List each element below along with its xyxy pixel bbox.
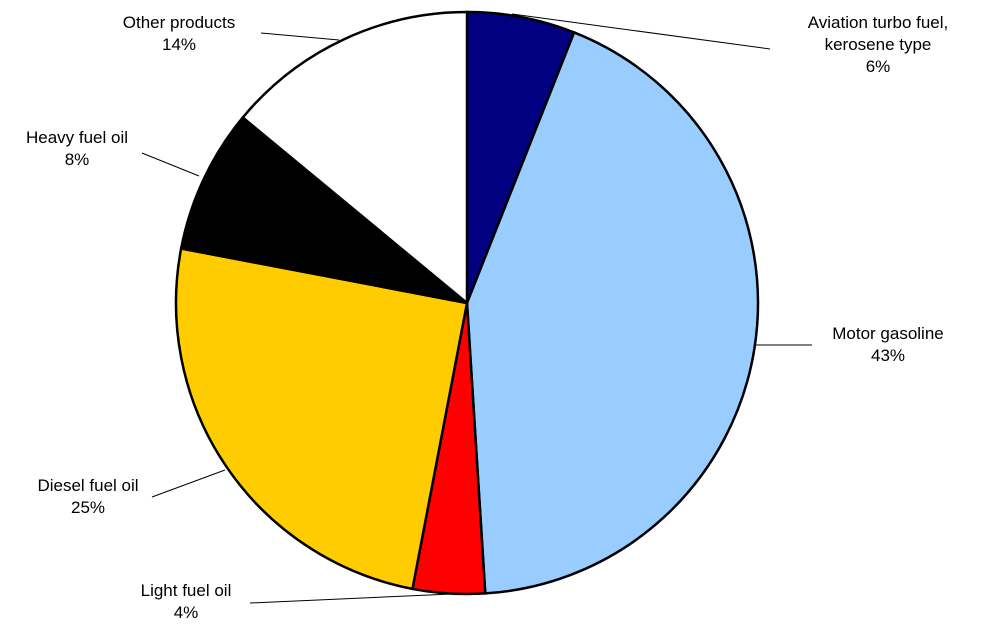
slice-value-label: 25% bbox=[71, 498, 105, 517]
slice-label: Motor gasoline 43% bbox=[832, 324, 944, 365]
leader-line bbox=[260, 32, 340, 41]
slice-name-label: Other products bbox=[123, 13, 235, 32]
slice-label: Diesel fuel oil 25% bbox=[37, 476, 138, 517]
leader-line bbox=[249, 593, 453, 604]
slice-name-label: Aviation turbo fuel, bbox=[808, 13, 949, 32]
slice-label: Other products 14% bbox=[123, 13, 235, 54]
pie-slice bbox=[174, 247, 469, 591]
slice-value-label: 43% bbox=[871, 346, 905, 365]
slice-label: Light fuel oil 4% bbox=[141, 581, 232, 622]
slice-name-label: Diesel fuel oil bbox=[37, 476, 138, 495]
slice-name-label: Light fuel oil bbox=[141, 581, 232, 600]
leader-line bbox=[511, 13, 771, 50]
slice-value-label: 4% bbox=[174, 603, 199, 622]
slice-value-label: 14% bbox=[162, 35, 196, 54]
pie-slice bbox=[241, 10, 469, 306]
slice-value-label: 6% bbox=[866, 57, 891, 76]
pie-slices bbox=[174, 10, 760, 596]
slice-name-label: Motor gasoline bbox=[832, 324, 944, 343]
slice-labels: Aviation turbo fuel, kerosene type 6% Motor… bbox=[26, 13, 948, 622]
leader-line bbox=[141, 152, 200, 177]
slice-label: Heavy fuel oil 8% bbox=[26, 128, 128, 169]
slice-label: Aviation turbo fuel, kerosene type 6% bbox=[808, 13, 949, 76]
pie-slice bbox=[179, 115, 468, 305]
leader-line bbox=[151, 469, 226, 498]
leader-lines bbox=[141, 13, 812, 604]
slice-value-label: 8% bbox=[65, 150, 90, 169]
slice-name-label: kerosene type bbox=[825, 35, 932, 54]
pie-slice bbox=[465, 30, 760, 595]
slice-name-label: Heavy fuel oil bbox=[26, 128, 128, 147]
